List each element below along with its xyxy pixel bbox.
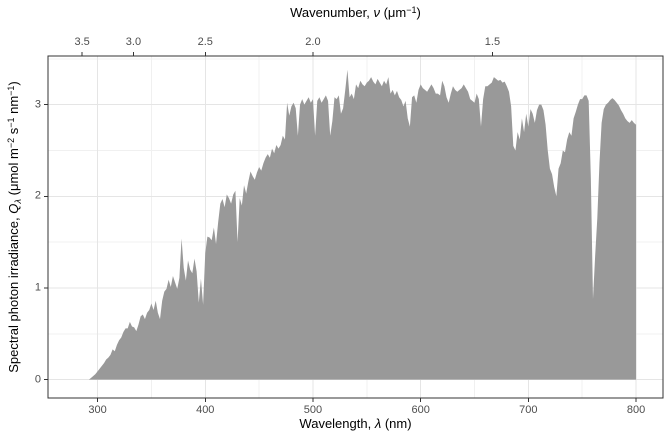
title-segment: Wavenumber,: [290, 5, 374, 20]
title-segment: λ: [374, 416, 382, 431]
y-tick-label: 3: [34, 98, 41, 111]
panel-border: [47, 55, 664, 399]
title-segment: −1: [6, 85, 16, 96]
x-tick-label: 400: [196, 404, 215, 416]
title-segment: −2: [6, 137, 16, 149]
title-segment: (μm: [379, 5, 407, 20]
y-tick-label: 2: [34, 189, 41, 202]
title-segment: nm: [6, 95, 21, 118]
x-tick-label: 300: [88, 404, 107, 416]
title-segment: ν: [373, 5, 380, 20]
x-tick-label: 500: [303, 404, 323, 416]
title-segment: Q: [6, 203, 21, 214]
title-segment: ): [6, 81, 21, 86]
y-tick-label: 1: [34, 281, 41, 294]
bottom-axis-title: Wavelength, λ (nm): [39, 416, 672, 431]
top-axis-title: Wavenumber, ν (μm−1): [39, 5, 672, 20]
left-axis-title: Spectral photon irradiance, Qλ (μmol m−2…: [6, 47, 24, 407]
title-segment: Spectral photon irradiance,: [6, 213, 21, 373]
x2-tick-label: 3.0: [125, 36, 142, 48]
axis-tick-marks: [44, 52, 637, 402]
spectrum-area: [88, 69, 637, 380]
title-segment: Wavelength,: [299, 416, 375, 431]
title-segment: −1: [406, 5, 417, 15]
x-tick-label: 600: [411, 404, 430, 416]
title-segment: (nm): [381, 416, 412, 431]
x2-tick-label: 2.0: [305, 36, 321, 48]
x2-tick-label: 2.5: [197, 36, 213, 48]
x2-tick-label: 1.5: [484, 36, 501, 48]
x2-tick-label: 3.5: [74, 36, 90, 48]
title-segment: −1: [6, 117, 16, 128]
title-segment: s: [6, 127, 21, 138]
y-tick-label: 0: [34, 373, 41, 386]
title-segment: λ: [13, 198, 24, 204]
x-tick-label: 700: [519, 404, 538, 416]
title-segment: ): [416, 5, 421, 20]
title-segment: (μmol m: [6, 148, 21, 199]
x-tick-label: 800: [626, 404, 646, 416]
